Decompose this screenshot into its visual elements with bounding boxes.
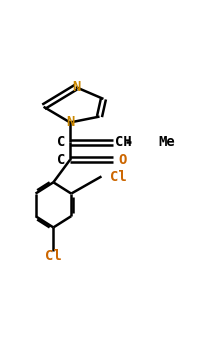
Text: Me: Me: [158, 135, 175, 149]
Text: C: C: [57, 135, 65, 149]
Text: Cl: Cl: [45, 249, 62, 264]
Text: N: N: [72, 80, 80, 94]
Text: N: N: [66, 116, 74, 129]
Text: Cl: Cl: [110, 170, 127, 184]
Text: O: O: [118, 153, 127, 167]
Text: C: C: [57, 153, 65, 167]
Text: CH: CH: [115, 135, 132, 149]
